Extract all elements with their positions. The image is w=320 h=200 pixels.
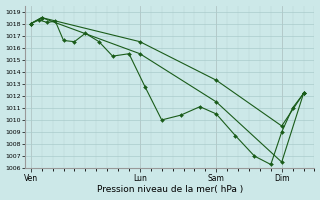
X-axis label: Pression niveau de la mer( hPa ): Pression niveau de la mer( hPa ): [97, 185, 243, 194]
